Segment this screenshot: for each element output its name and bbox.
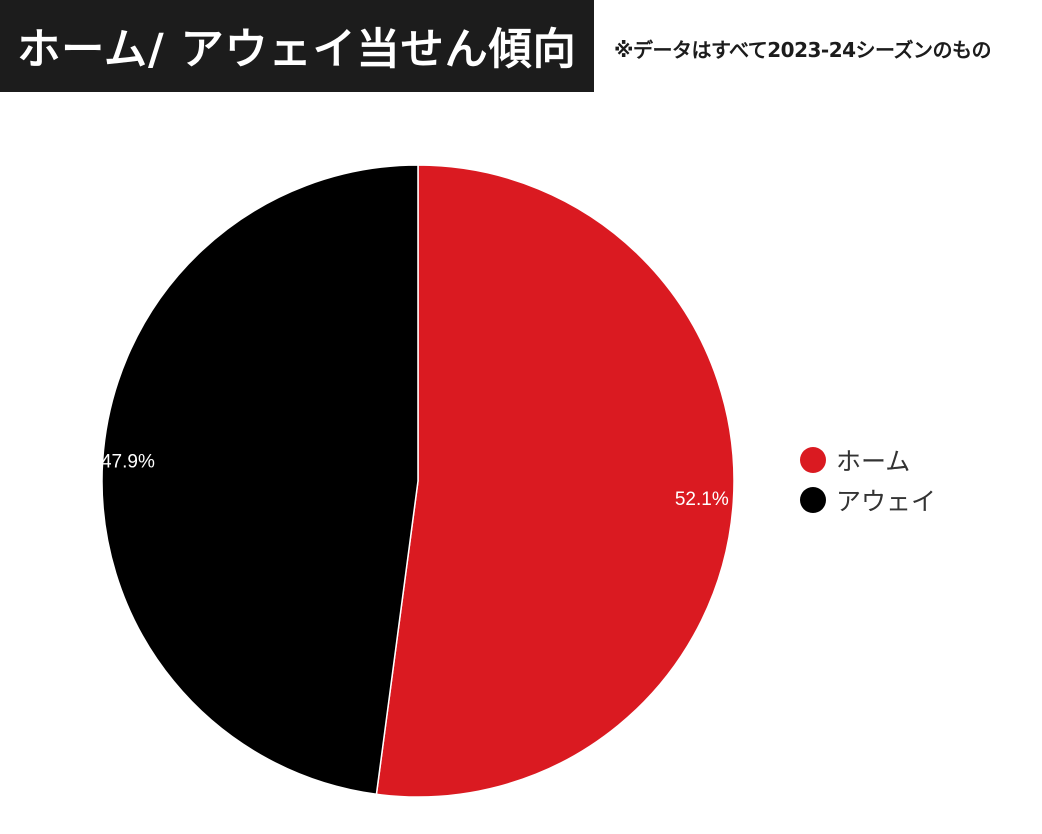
legend-item-away: アウェイ [800,480,936,520]
pie-label-home: 52.1% [675,489,729,510]
pie-slice-away [101,164,419,796]
legend-item-home: ホーム [800,440,936,480]
legend: ホーム アウェイ [800,440,936,520]
pie-label-away: 47.9% [101,451,155,472]
legend-label-home: ホーム [836,447,911,476]
legend-swatch-away [800,487,826,513]
pie-slice-home [375,164,735,798]
legend-label-away: アウェイ [836,487,937,516]
legend-swatch-home [800,447,826,473]
title-banner: ホーム/ アウェイ当せん傾向 [0,0,594,92]
chart-title: ホーム/ アウェイ当せん傾向 [17,25,577,75]
data-note: ※データはすべて2023-24シーズンのもの [614,38,992,62]
